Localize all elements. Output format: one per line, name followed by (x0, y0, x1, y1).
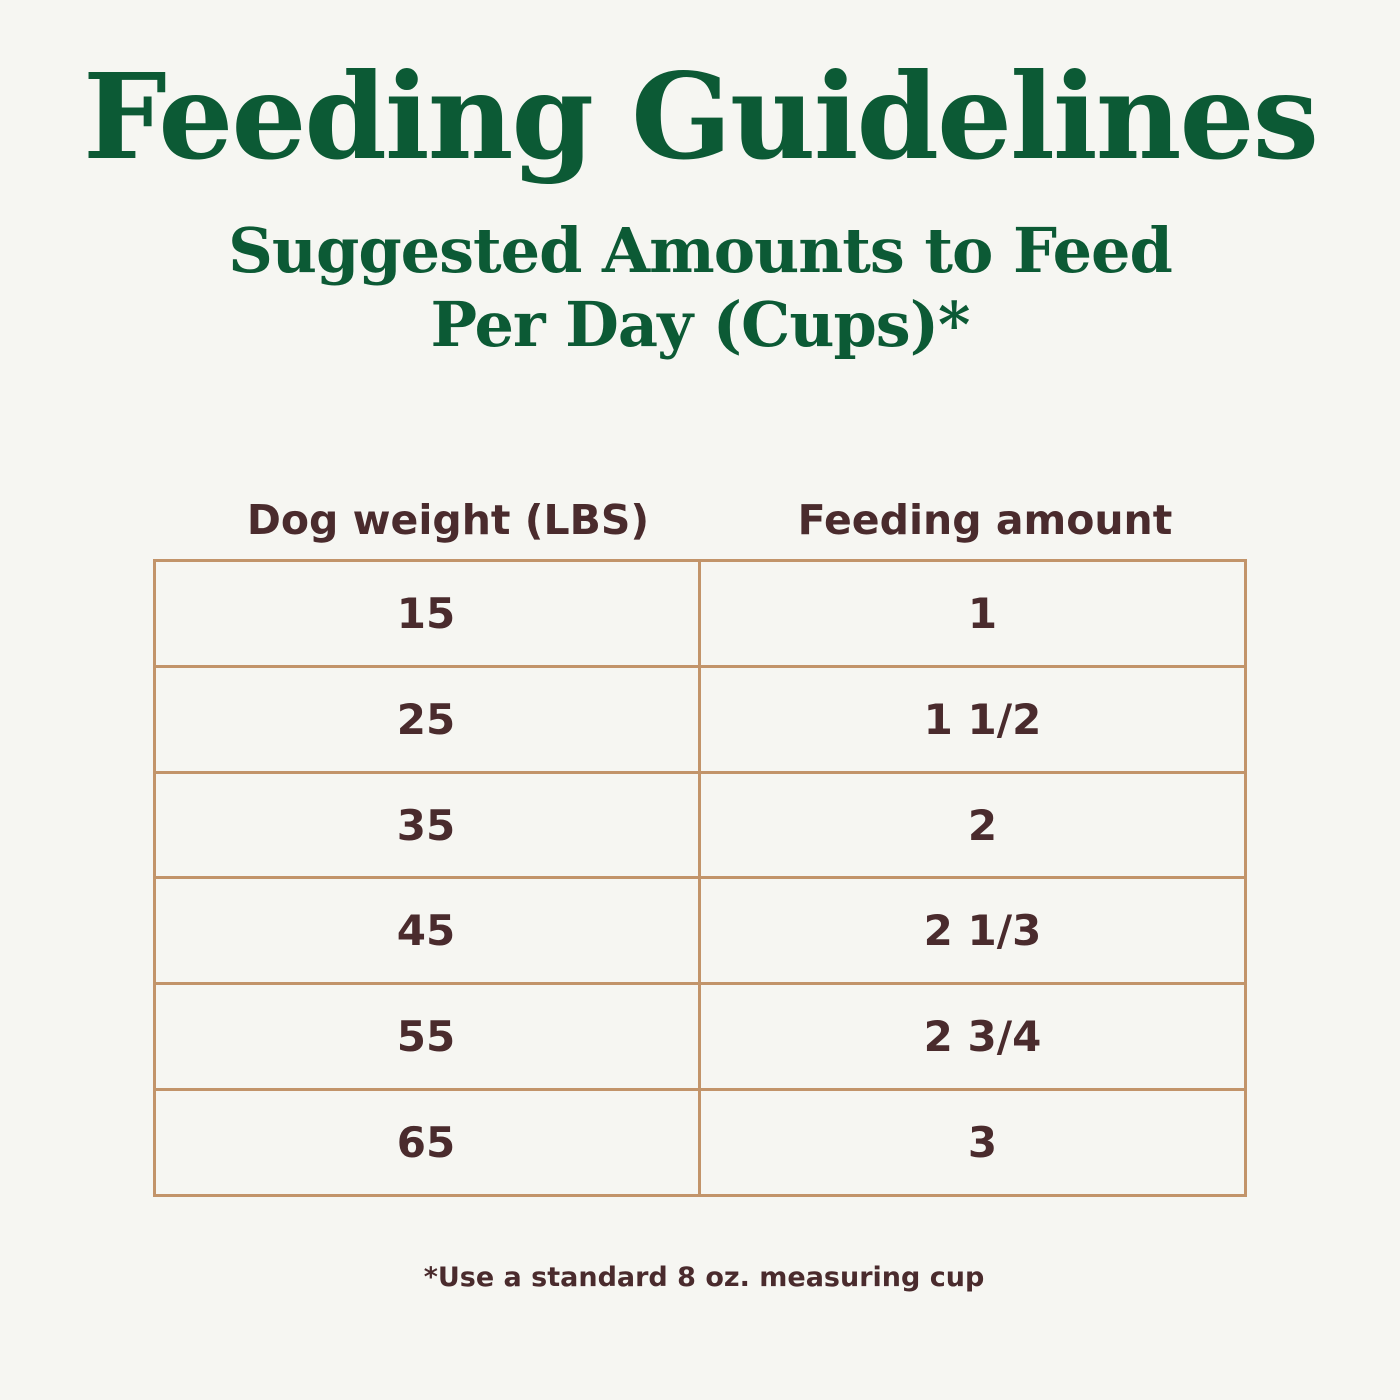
table-row: 55 2 3/4 (156, 985, 1244, 1092)
amount-cell: 2 1/3 (923, 906, 1042, 956)
amount-cell: 1 1/2 (923, 694, 1042, 744)
weight-cell: 65 (156, 1091, 701, 1194)
weight-cell: 35 (156, 773, 701, 877)
table-row: 45 2 1/3 (156, 879, 1244, 986)
subtitle-line-2: Per Day (Cups)* (430, 288, 971, 361)
table-row: 15 1 (156, 562, 1244, 668)
footnote: *Use a standard 8 oz. measuring cup (423, 1262, 985, 1293)
table-row: 65 3 (156, 1091, 1244, 1194)
page-title: Feeding Guidelines (82, 47, 1319, 186)
column-header-dog-weight: Dog weight (LBS) (246, 496, 650, 544)
weight-value: 55 (396, 1012, 456, 1062)
amount-cell: 2 3/4 (923, 1012, 1042, 1062)
weight-cell: 25 (156, 667, 701, 771)
column-header-feeding-amount: Feeding amount (797, 496, 1173, 544)
subtitle-line-1: Suggested Amounts to Feed (228, 214, 1173, 287)
weight-value: 65 (396, 1118, 456, 1168)
weight-cell: 15 (156, 562, 701, 665)
weight-value: 15 (396, 588, 456, 638)
weight-cell: 55 (156, 985, 701, 1089)
table-row: 35 2 (156, 773, 1244, 880)
weight-cell: 45 (156, 879, 701, 983)
table-row: 25 1 1/2 (156, 667, 1244, 774)
weight-value: 35 (396, 800, 456, 850)
weight-value: 45 (396, 906, 456, 956)
amount-cell: 1 (967, 588, 998, 638)
amount-cell: 3 (967, 1118, 998, 1168)
weight-value: 25 (396, 694, 456, 744)
amount-cell: 2 (967, 800, 998, 850)
page-subtitle: Suggested Amounts to Feed Per Day (Cups)… (0, 214, 1400, 362)
feeding-table: 15 1 25 1 1/2 35 2 45 2 1/3 55 2 3/4 65 … (153, 559, 1247, 1197)
